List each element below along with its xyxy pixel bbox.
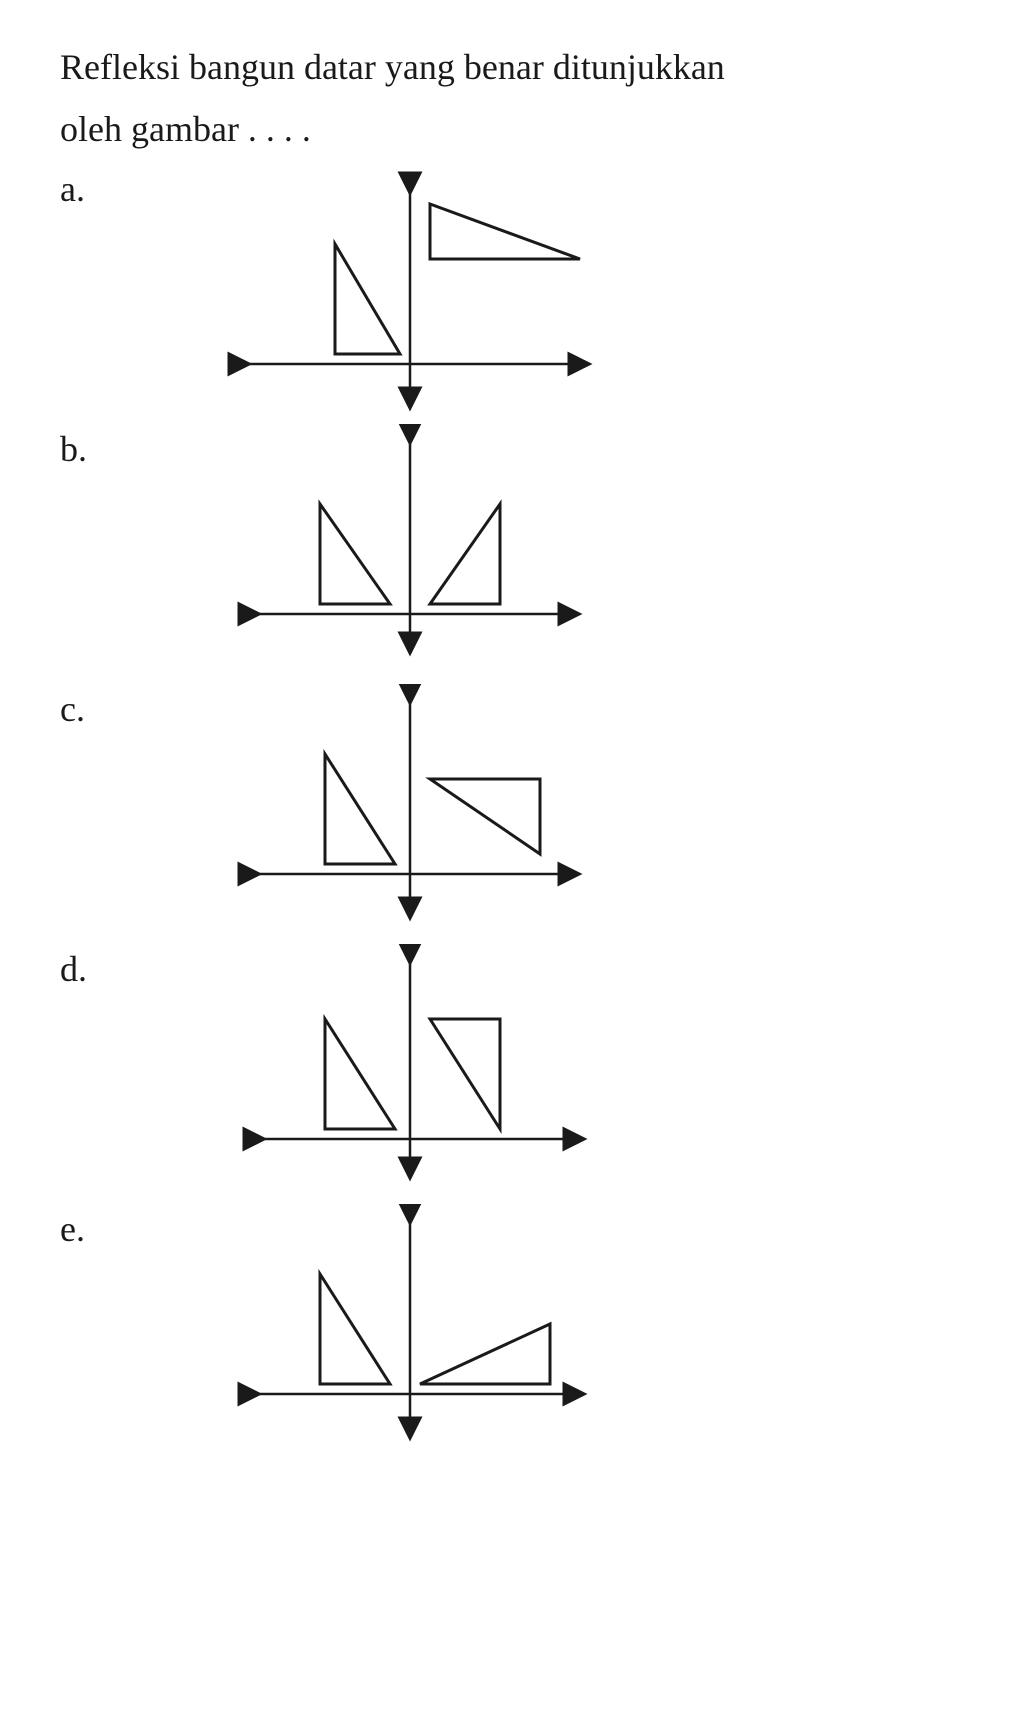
option-d-label: d. [60, 944, 120, 990]
diagram-c [220, 684, 600, 924]
diagram-a-container [120, 164, 976, 404]
diagram-d [220, 944, 600, 1184]
diagram-e-container [120, 1204, 976, 1444]
option-d: d. [60, 944, 976, 1184]
option-e-label: e. [60, 1204, 120, 1250]
question-line-1: Refleksi bangun datar yang benar ditunju… [60, 40, 976, 94]
triangle-left [335, 244, 400, 354]
option-b: b. [60, 424, 976, 664]
triangle-right [420, 1324, 550, 1384]
option-c: c. [60, 684, 976, 924]
triangle-right [430, 779, 540, 854]
diagram-b-container [120, 424, 976, 664]
triangle-right [430, 204, 580, 259]
option-a: a. [60, 164, 976, 404]
triangle-left [325, 1019, 395, 1129]
diagram-c-container [120, 684, 976, 924]
triangle-right [430, 504, 500, 604]
option-e: e. [60, 1204, 976, 1444]
question-line-2: oleh gambar . . . . [60, 102, 976, 156]
option-a-label: a. [60, 164, 120, 210]
diagram-b [220, 424, 600, 664]
option-c-label: c. [60, 684, 120, 730]
triangle-left [320, 504, 390, 604]
diagram-e [220, 1204, 600, 1444]
triangle-left [325, 754, 395, 864]
triangle-right [430, 1019, 500, 1129]
triangle-left [320, 1274, 390, 1384]
options-container: a. b. [60, 164, 976, 1444]
option-b-label: b. [60, 424, 120, 470]
diagram-a [220, 164, 600, 404]
diagram-d-container [120, 944, 976, 1184]
